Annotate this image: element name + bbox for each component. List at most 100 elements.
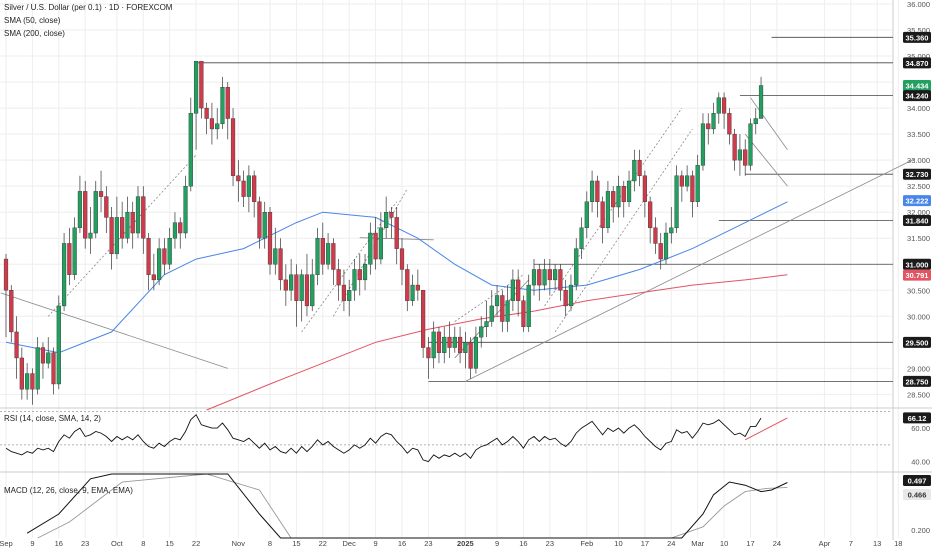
candle-up — [72, 227, 77, 275]
candle-down — [109, 217, 114, 255]
x-tick-label: 9 — [374, 539, 378, 548]
x-tick-label: 18 — [894, 539, 902, 548]
y-tick-label: 35.500 — [907, 26, 930, 35]
macd-value-label-bg — [903, 488, 931, 500]
candle-down — [415, 284, 420, 291]
candle-up — [410, 284, 415, 301]
candle-up — [114, 217, 119, 255]
candle-up — [473, 336, 479, 369]
candle-down — [304, 274, 310, 307]
candle-up — [484, 321, 489, 327]
trendline — [301, 201, 398, 333]
candle-up — [442, 336, 447, 353]
candle-up — [685, 175, 690, 187]
candle-down — [341, 284, 347, 301]
candle-up — [463, 342, 468, 353]
candle-up — [299, 274, 304, 301]
candle-down — [357, 269, 362, 281]
candle-down — [30, 373, 35, 390]
sma200-legend: SMA (200, close) — [4, 29, 65, 38]
candle-up — [135, 196, 141, 234]
y-tick-label: 33.500 — [907, 130, 930, 139]
candle-down — [706, 123, 711, 130]
price-label: 35.360 — [906, 33, 929, 42]
candle-up — [215, 123, 220, 130]
candle-up — [674, 175, 679, 229]
price-label-bg — [903, 90, 931, 102]
price-label: 31.840 — [906, 217, 929, 226]
candle-down — [225, 87, 230, 119]
y-tick-label: 31.500 — [907, 234, 930, 243]
x-tick-label: 22 — [192, 539, 200, 548]
candle-up — [378, 227, 383, 260]
candle-up — [663, 232, 669, 260]
x-tick-label: 23 — [81, 539, 89, 548]
candle-up — [352, 269, 357, 291]
x-tick-label: 15 — [166, 539, 174, 548]
chart-title: Silver / U.S. Dollar (per 0.1) · 1D · FO… — [4, 3, 173, 12]
candle-down — [331, 243, 336, 270]
candle-down — [600, 201, 605, 229]
x-tick-label: 24 — [667, 539, 675, 548]
candle-down — [457, 336, 463, 353]
candle-up — [93, 191, 98, 234]
candle-down — [252, 175, 257, 202]
candle-up — [289, 274, 294, 291]
candle-down — [389, 212, 394, 218]
x-tick-label: 17 — [746, 539, 754, 548]
candle-down — [373, 232, 378, 260]
candle-down — [14, 331, 19, 359]
candle-down — [230, 118, 236, 176]
rsi-tick-label: 60.00 — [911, 424, 930, 433]
macd-value-label: 0.497 — [908, 476, 927, 485]
x-tick-label: 23 — [546, 539, 554, 548]
macd-value-label: 0.466 — [908, 490, 927, 499]
candle-up — [347, 290, 352, 301]
candle-down — [394, 217, 399, 249]
macd-legend: MACD (12, 26, close, 9, EMA, EMA) — [4, 486, 133, 495]
candle-up — [695, 165, 700, 202]
candle-up — [568, 284, 574, 307]
candle-up — [125, 212, 130, 239]
sma50-legend: SMA (50, close) — [4, 16, 61, 25]
candle-down — [405, 269, 410, 301]
candle-up — [56, 305, 61, 385]
y-tick-label: 33.000 — [907, 156, 930, 165]
candle-down — [294, 274, 299, 301]
x-tick-label: 7 — [849, 539, 853, 548]
candle-up — [172, 222, 178, 239]
candle-down — [637, 159, 642, 176]
candle-down — [611, 191, 616, 208]
candle-down — [727, 113, 732, 135]
x-tick-label: Mar — [691, 539, 704, 548]
candle-up — [489, 305, 494, 322]
price-label: 28.750 — [906, 377, 929, 386]
sma50-price-label-bg — [903, 195, 931, 207]
candle-down — [690, 175, 695, 202]
candle-down — [278, 248, 283, 281]
price-label-bg — [903, 168, 931, 180]
candle-up — [246, 175, 251, 197]
candle-up — [193, 61, 199, 114]
y-tick-label: 30.000 — [907, 312, 930, 321]
candle-down — [204, 107, 209, 119]
candle-down — [447, 336, 452, 348]
rsi-value-label-bg — [903, 412, 931, 424]
candle-up — [183, 185, 188, 234]
candle-down — [151, 274, 156, 281]
candle-down — [141, 196, 146, 239]
x-tick-label: 23 — [424, 539, 432, 548]
candle-up — [584, 201, 589, 229]
candle-up — [273, 248, 278, 265]
candle-down — [658, 243, 663, 260]
candle-up — [605, 191, 611, 229]
candle-down — [98, 191, 104, 197]
candle-down — [67, 243, 72, 275]
x-tick-label: 16 — [55, 539, 63, 548]
candle-down — [621, 185, 626, 202]
price-label: 34.240 — [906, 92, 929, 101]
rsi-tick-label: 40.00 — [911, 458, 930, 467]
rsi-line — [5, 413, 762, 463]
candle-down — [241, 180, 246, 197]
